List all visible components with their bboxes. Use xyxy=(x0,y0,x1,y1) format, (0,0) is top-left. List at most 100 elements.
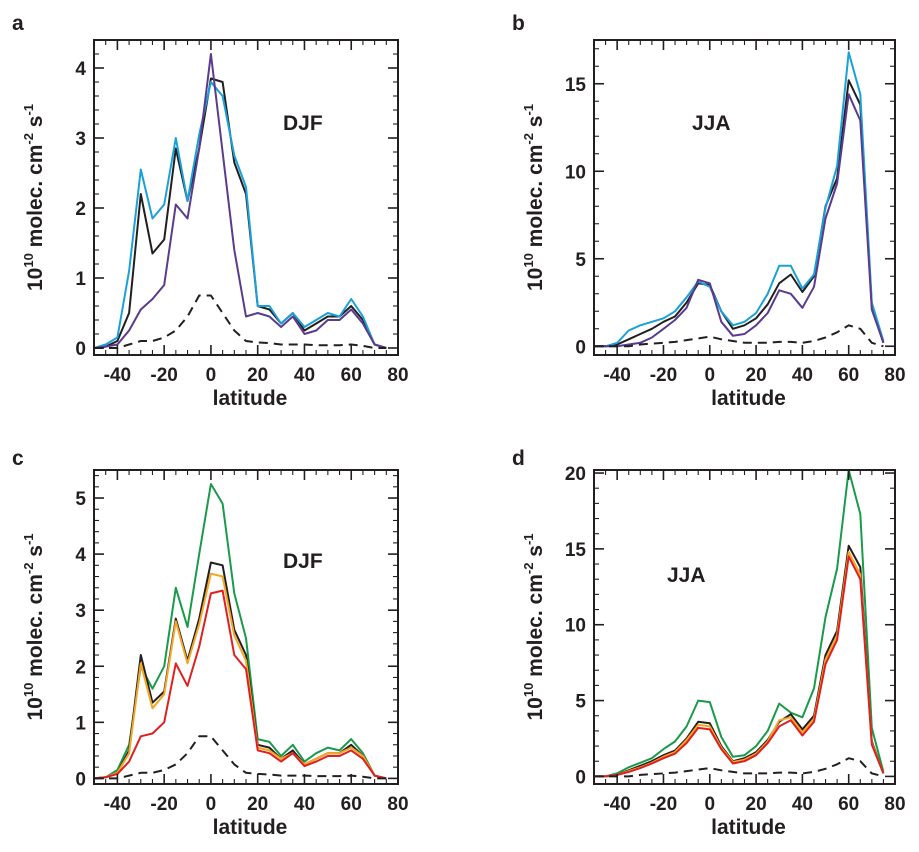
y-axis-title-part: -1 xyxy=(21,533,36,545)
y-tick-label: 15 xyxy=(565,75,587,96)
y-axis-title-part: molec. cm xyxy=(524,145,547,254)
y-tick-label: 10 xyxy=(565,162,586,183)
y-axis-title-part: -2 xyxy=(21,563,36,575)
y-tick-label: 4 xyxy=(75,545,86,566)
panel-letter: c xyxy=(12,447,24,470)
y-axis-title-part: -2 xyxy=(521,133,536,145)
y-axis-title-part: s xyxy=(24,116,47,134)
series-line-2 xyxy=(594,51,885,348)
x-tick-label: 40 xyxy=(294,365,315,386)
series-line-1 xyxy=(594,79,885,348)
series-line-2 xyxy=(94,81,387,349)
x-tick-label: -20 xyxy=(150,794,177,815)
y-tick-label: 20 xyxy=(565,464,586,485)
x-tick-label: 0 xyxy=(704,365,715,386)
series-line-4 xyxy=(594,324,884,348)
y-axis-title-part: 10 xyxy=(524,697,547,720)
x-tick-label: 60 xyxy=(838,794,859,815)
y-axis-title: 1010 molec. cm-2 s-1 xyxy=(21,104,47,291)
x-tick-label: -40 xyxy=(104,794,131,815)
x-tick-label: 20 xyxy=(746,365,767,386)
x-tick-label: 0 xyxy=(206,794,217,815)
y-axis-title-part: 10 xyxy=(521,253,536,267)
y-axis-title: 1010 molec. cm-2 s-1 xyxy=(21,533,47,720)
series-line-4 xyxy=(94,294,387,349)
y-axis-title-part: -1 xyxy=(21,104,36,116)
y-axis-title-part: 10 xyxy=(21,683,36,697)
x-tick-label: 20 xyxy=(746,794,767,815)
y-tick-label: 2 xyxy=(75,657,86,678)
panel-letter: b xyxy=(512,12,525,35)
series-line-5 xyxy=(594,757,884,778)
y-axis-title-part: 10 xyxy=(24,268,47,291)
y-tick-label: 4 xyxy=(75,59,86,80)
y-axis-title-part: s xyxy=(524,116,547,134)
plot-frame xyxy=(593,469,896,785)
season-label: DJF xyxy=(283,112,323,135)
y-tick-label: 5 xyxy=(75,489,86,510)
x-tick-label: -20 xyxy=(650,794,677,815)
x-tick-label: 80 xyxy=(387,365,408,386)
y-tick-label: 0 xyxy=(575,767,586,788)
x-tick-label: 20 xyxy=(247,365,268,386)
y-tick-label: 0 xyxy=(75,339,86,360)
y-tick-label: 3 xyxy=(75,601,86,622)
x-tick-label: -20 xyxy=(650,365,677,386)
y-axis-title-part: 10 xyxy=(524,268,547,291)
y-tick-label: 1 xyxy=(75,269,86,290)
y-tick-label: 0 xyxy=(75,769,86,790)
y-axis-title-part: -1 xyxy=(521,104,536,116)
x-tick-label: 0 xyxy=(206,365,217,386)
x-tick-label: -40 xyxy=(603,794,630,815)
panel-letter: a xyxy=(12,12,24,35)
season-label: DJF xyxy=(283,550,323,573)
x-tick-label: 40 xyxy=(294,794,315,815)
series-line-1 xyxy=(594,470,885,778)
panel-a: a -40 -20 0 20 40 60 80 0 1 2 3 4 latitude 1010 molec.… xyxy=(12,12,409,410)
y-axis-title-part: molec. cm xyxy=(24,574,47,683)
x-tick-label: 80 xyxy=(387,794,408,815)
y-tick-label: 10 xyxy=(565,616,586,637)
y-axis-title-part: 10 xyxy=(521,683,536,697)
x-tick-label: 60 xyxy=(838,365,859,386)
y-tick-label: 3 xyxy=(75,129,86,150)
series-line-3 xyxy=(94,572,387,780)
y-axis-title-part: molec. cm xyxy=(24,145,47,254)
series-line-2 xyxy=(94,561,387,780)
y-tick-label: 1 xyxy=(75,713,86,734)
x-tick-label: -40 xyxy=(603,365,630,386)
series-line-3 xyxy=(594,93,885,348)
x-tick-label: 20 xyxy=(247,794,268,815)
y-axis-title-part: -2 xyxy=(21,133,36,145)
y-axis-title-part: 10 xyxy=(24,697,47,720)
series-line-4 xyxy=(594,555,885,778)
series-line-3 xyxy=(94,53,387,349)
x-axis-title: latitude xyxy=(711,387,786,410)
y-axis-title-part: s xyxy=(24,545,47,563)
y-tick-label: 2 xyxy=(75,199,86,220)
series-line-3 xyxy=(594,550,885,778)
plot-frame xyxy=(593,39,896,356)
x-axis-title: latitude xyxy=(213,387,288,410)
x-tick-label: 40 xyxy=(792,365,813,386)
x-tick-label: 0 xyxy=(704,794,715,815)
y-axis-title-part: 10 xyxy=(21,253,36,267)
y-axis-title-part: molec. cm xyxy=(524,574,547,683)
series-line-1 xyxy=(94,77,387,349)
series-line-5 xyxy=(94,735,387,780)
panel-letter: d xyxy=(512,447,525,470)
y-axis-title: 1010 molec. cm-2 s-1 xyxy=(521,533,547,720)
y-axis-title-part: -1 xyxy=(521,533,536,545)
series-line-2 xyxy=(594,544,885,778)
y-axis-title-part: s xyxy=(524,545,547,563)
x-tick-label: -40 xyxy=(104,365,131,386)
series-line-4 xyxy=(94,589,387,780)
x-axis-title: latitude xyxy=(213,816,288,839)
x-tick-label: 80 xyxy=(884,365,905,386)
season-label: JJA xyxy=(692,112,731,135)
x-tick-label: 60 xyxy=(341,794,362,815)
y-tick-label: 0 xyxy=(575,337,586,358)
